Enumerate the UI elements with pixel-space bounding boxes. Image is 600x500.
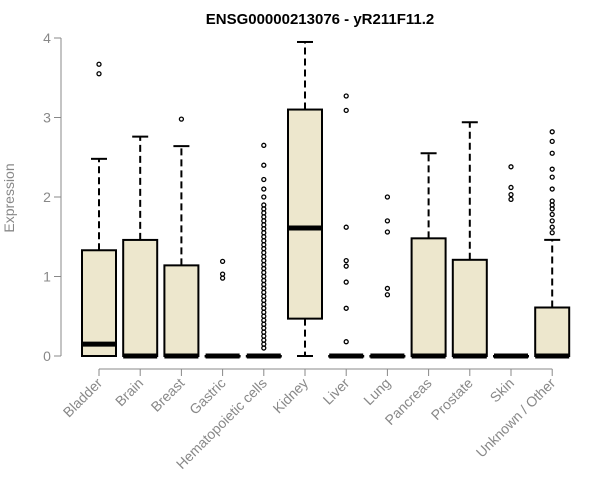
x-tick-label: Skin	[487, 375, 518, 406]
box-body	[122, 238, 159, 357]
box-liver	[328, 93, 365, 359]
outlier-point	[219, 258, 226, 265]
box-body	[410, 237, 447, 357]
x-tick-label: Lung	[360, 375, 393, 408]
outlier-point	[549, 138, 555, 145]
box-body	[451, 258, 488, 357]
outlier-point	[343, 279, 349, 285]
outlier-point	[549, 129, 555, 135]
x-tick-label: Breast	[148, 375, 188, 415]
outlier-point	[549, 224, 555, 230]
outlier-point	[384, 285, 391, 292]
outlier-point	[549, 174, 555, 180]
chart-title: ENSG00000213076 - yR211F11.2	[206, 11, 435, 28]
box-pancreas	[410, 152, 447, 359]
box-kidney	[287, 40, 323, 357]
x-tick-label: Prostate	[428, 375, 476, 423]
outlier-point	[343, 305, 349, 311]
box-body	[81, 249, 117, 357]
box-body	[287, 108, 323, 320]
box-bladder	[81, 61, 117, 357]
boxes-group	[81, 40, 571, 359]
outlier-point	[261, 194, 267, 200]
box-breast	[163, 116, 200, 359]
y-axis-label: Expression	[1, 163, 17, 232]
box-brain	[122, 135, 159, 359]
box-hematopoietic-cells	[245, 142, 282, 359]
outlier-point	[549, 150, 555, 156]
outlier-point	[549, 218, 555, 224]
outlier-point	[508, 184, 514, 191]
y-tick-label: 1	[43, 269, 51, 285]
x-tick-label: Kidney	[270, 375, 312, 417]
y-tick-label: 4	[43, 30, 51, 46]
outlier-point	[219, 271, 226, 277]
outlier-point	[343, 263, 349, 269]
outlier-point	[384, 194, 391, 200]
outlier-point	[549, 230, 555, 236]
y-tick-label: 0	[43, 348, 51, 364]
outlier-point	[261, 202, 267, 208]
outlier-point	[261, 186, 267, 192]
x-tick-label: Bladder	[60, 375, 106, 421]
outlier-point	[343, 224, 349, 230]
box-body	[534, 306, 571, 358]
outlier-point	[549, 198, 555, 204]
y-tick-label: 3	[43, 110, 51, 126]
x-tick-label: Liver	[320, 375, 353, 408]
outlier-point	[343, 93, 349, 99]
outlier-point	[261, 176, 267, 183]
box-lung	[369, 194, 406, 359]
x-tick-label: Brain	[112, 375, 146, 409]
outlier-point	[508, 164, 514, 170]
outlier-point	[508, 196, 514, 203]
outlier-point	[178, 116, 185, 122]
outlier-point	[384, 292, 391, 298]
outlier-point	[343, 257, 349, 264]
box-unknown-other	[534, 129, 571, 359]
outlier-point	[343, 107, 349, 113]
outlier-point	[96, 61, 102, 67]
y-tick-label: 2	[43, 189, 51, 205]
outlier-point	[96, 71, 102, 77]
outlier-point	[384, 218, 391, 224]
outlier-point	[508, 191, 514, 198]
outlier-point	[549, 166, 555, 172]
box-skin	[493, 164, 529, 359]
box-prostate	[451, 121, 488, 359]
outlier-point	[261, 142, 267, 148]
outlier-point	[549, 186, 555, 192]
box-body	[163, 264, 200, 357]
outlier-point	[343, 339, 349, 345]
outlier-point	[549, 211, 555, 218]
outlier-point	[261, 162, 267, 168]
box-gastric	[204, 258, 241, 359]
outlier-point	[384, 229, 391, 235]
y-axis: 0 1 2 3 4	[43, 30, 62, 364]
